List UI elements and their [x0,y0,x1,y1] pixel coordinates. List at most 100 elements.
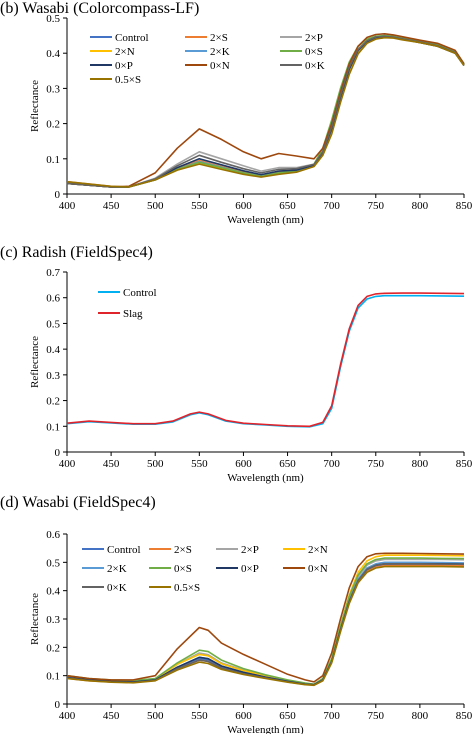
x-tick-label: 500 [147,458,164,470]
legend-entry: 2×S [174,544,192,556]
series-line [66,36,465,188]
legend-entry: 2×S [210,32,228,44]
x-axis-label: Wavelength (nm) [227,724,304,734]
legend-entry: 0×P [241,563,259,575]
series-line [66,34,465,188]
x-tick-label: 700 [323,200,340,212]
x-axis-label: Wavelength (nm) [227,472,304,484]
x-tick-label: 800 [412,710,429,722]
legend-entry: 0×P [115,60,133,72]
series-line [66,552,465,683]
legend-entry: Control [115,32,149,44]
x-tick-label: 450 [103,710,120,722]
series-line [66,35,465,188]
x-tick-label: 650 [279,458,296,470]
legend-entry: 2×N [308,544,328,556]
x-tick-label: 500 [147,710,164,722]
legend-entry: 0×S [305,46,323,58]
x-tick-label: 400 [59,200,76,212]
y-tick-label: 0 [55,447,61,459]
legend-entry: Control [107,544,141,556]
y-tick-label: 0.4 [46,48,60,60]
y-axis-label: Reflectance [29,336,41,388]
panel-b-wasabi-colorcompass: (b) Wasabi (Colorcompass-LF) 0 0.1 0.2 0.3 0… [0,0,474,240]
legend-entry: 2×P [305,32,323,44]
y-tick-label: 0.6 [46,293,60,305]
chart-b-reflectance-spectrum: 0 0.1 0.2 0.3 0.4 0.5 400 450 500 550 600 650 700 750… [29,13,473,226]
panel-b-title: (b) Wasabi (Colorcompass-LF) [0,0,200,17]
legend-entry: 0×S [174,563,192,575]
x-tick-label: 650 [279,710,296,722]
legend-entry: 0×K [305,60,325,72]
legend-entry: Control [123,287,157,299]
x-tick-label: 750 [368,200,385,212]
legend-entry: 2×N [115,46,135,58]
y-tick-label: 0.3 [46,83,60,95]
panel-c-title: (c) Radish (FieldSpec4) [0,244,153,261]
x-tick-label: 550 [191,200,208,212]
x-tick-label: 750 [368,458,385,470]
x-tick-label: 650 [279,200,296,212]
series-line [66,565,465,687]
x-tick-label: 450 [103,200,120,212]
x-tick-label: 400 [59,710,76,722]
y-tick-label: 0.7 [46,267,60,279]
y-tick-label: 0.3 [46,370,60,382]
y-tick-label: 0.3 [46,614,60,626]
x-tick-label: 700 [323,710,340,722]
y-tick-label: 0.5 [46,557,60,569]
x-tick-label: 600 [235,200,252,212]
panel-c-radish-fieldspec4: (c) Radish (FieldSpec4) 0 0.1 0.2 0.3 0.4 0.5… [0,244,474,484]
y-axis-label: Reflectance [29,80,41,132]
series-line [66,35,465,188]
legend-entry: 0×K [107,582,127,594]
y-tick-label: 0.1 [46,154,60,166]
series-line [66,558,465,686]
x-tick-label: 800 [412,458,429,470]
panel-d-wasabi-fieldspec4: (d) Wasabi (FieldSpec4) 0 0.1 0.2 0.3 0.4 0.5… [0,494,474,734]
legend-entry: 0.5×S [174,582,200,594]
x-tick-label: 850 [456,458,473,470]
y-tick-label: 0 [55,699,61,711]
series-line [66,557,465,685]
series-line [66,32,465,188]
legend-entry: 0×N [308,563,328,575]
chart-c-reflectance-spectrum: 0 0.1 0.2 0.3 0.4 0.5 0.6 0.7 400 450 500 550 600 650… [29,267,473,484]
panel-d-title: (d) Wasabi (FieldSpec4) [0,494,156,511]
y-tick-label: 0.4 [46,344,60,356]
legend-entry: 2×K [210,46,230,58]
legend-entry: 0.5×S [115,74,141,86]
x-tick-label: 550 [191,458,208,470]
x-tick-label: 400 [59,458,76,470]
y-tick-label: 0.2 [46,119,60,131]
series-line [66,34,465,188]
x-tick-label: 850 [456,200,473,212]
y-tick-label: 0.6 [46,529,60,541]
legend-entry: Slag [123,308,143,320]
x-tick-label: 800 [412,200,429,212]
x-axis-label: Wavelength (nm) [227,214,304,226]
y-tick-label: 0.1 [46,671,60,683]
x-tick-label: 500 [147,200,164,212]
series-line [66,292,465,428]
legend-entry: 2×P [241,544,259,556]
legend-entry: 0×N [210,60,230,72]
y-tick-label: 0.1 [46,421,60,433]
y-tick-label: 0.2 [46,642,60,654]
x-tick-label: 600 [235,710,252,722]
x-tick-label: 850 [456,710,473,722]
y-tick-label: 0.5 [46,318,60,330]
x-tick-label: 550 [191,710,208,722]
x-tick-label: 450 [103,458,120,470]
x-tick-label: 600 [235,458,252,470]
legend-entry: 2×K [107,563,127,575]
series-line [66,561,465,686]
x-tick-label: 700 [323,458,340,470]
y-tick-label: 0.4 [46,586,60,598]
y-axis-label: Reflectance [29,593,41,645]
y-tick-label: 0 [55,189,61,201]
chart-d-reflectance-spectrum: 0 0.1 0.2 0.3 0.4 0.5 0.6 400 450 500 550 600 650 700… [29,529,473,734]
y-tick-label: 0.5 [46,13,60,25]
x-tick-label: 750 [368,710,385,722]
y-tick-label: 0.2 [46,396,60,408]
